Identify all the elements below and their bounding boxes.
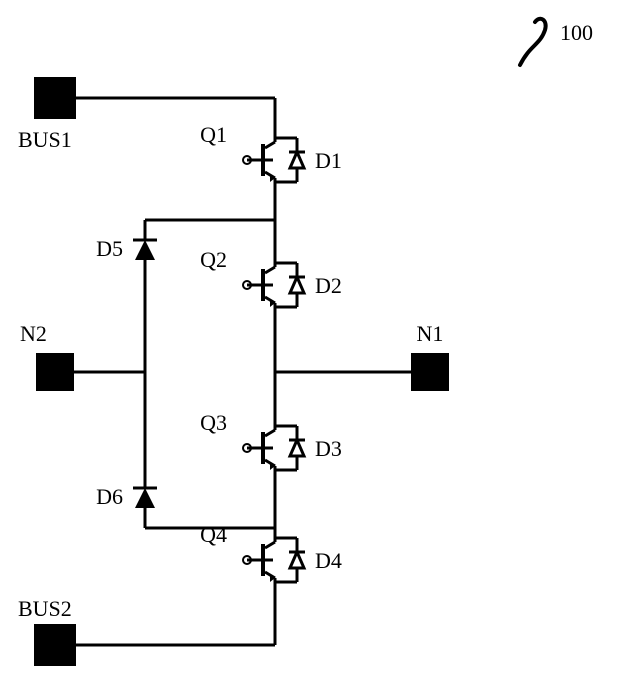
diode-d5 xyxy=(133,240,157,260)
body-diode-label-q3: D3 xyxy=(315,436,342,461)
diode-label-d5: D5 xyxy=(96,236,123,261)
terminal-bus1: BUS1 xyxy=(18,77,76,152)
body-diode-label-q2: D2 xyxy=(315,273,342,298)
body-diode-label-q4: D4 xyxy=(315,548,342,573)
terminal-bus2: BUS2 xyxy=(18,596,76,666)
transistor-label-q4: Q4 xyxy=(200,522,227,547)
terminal-n2: N2 xyxy=(20,321,74,391)
wires xyxy=(74,98,411,645)
terminal-label-bus1: BUS1 xyxy=(18,127,72,152)
transistor-label-q3: Q3 xyxy=(200,410,227,435)
diode-label-d6: D6 xyxy=(96,484,123,509)
transistor-q3 xyxy=(243,418,305,478)
terminal-label-n1: N1 xyxy=(417,321,444,346)
diode-d6 xyxy=(133,488,157,508)
transistor-q4 xyxy=(243,530,305,590)
transistor-label-q2: Q2 xyxy=(200,247,227,272)
terminal-label-n2: N2 xyxy=(20,321,47,346)
terminal-n1: N1 xyxy=(411,321,449,391)
svg-text:100: 100 xyxy=(560,20,593,45)
transistor-q1 xyxy=(243,130,305,190)
transistor-label-q1: Q1 xyxy=(200,122,227,147)
terminal-label-bus2: BUS2 xyxy=(18,596,72,621)
body-diode-label-q1: D1 xyxy=(315,148,342,173)
figure-reference: 100 xyxy=(520,19,593,65)
transistor-q2 xyxy=(243,255,305,315)
